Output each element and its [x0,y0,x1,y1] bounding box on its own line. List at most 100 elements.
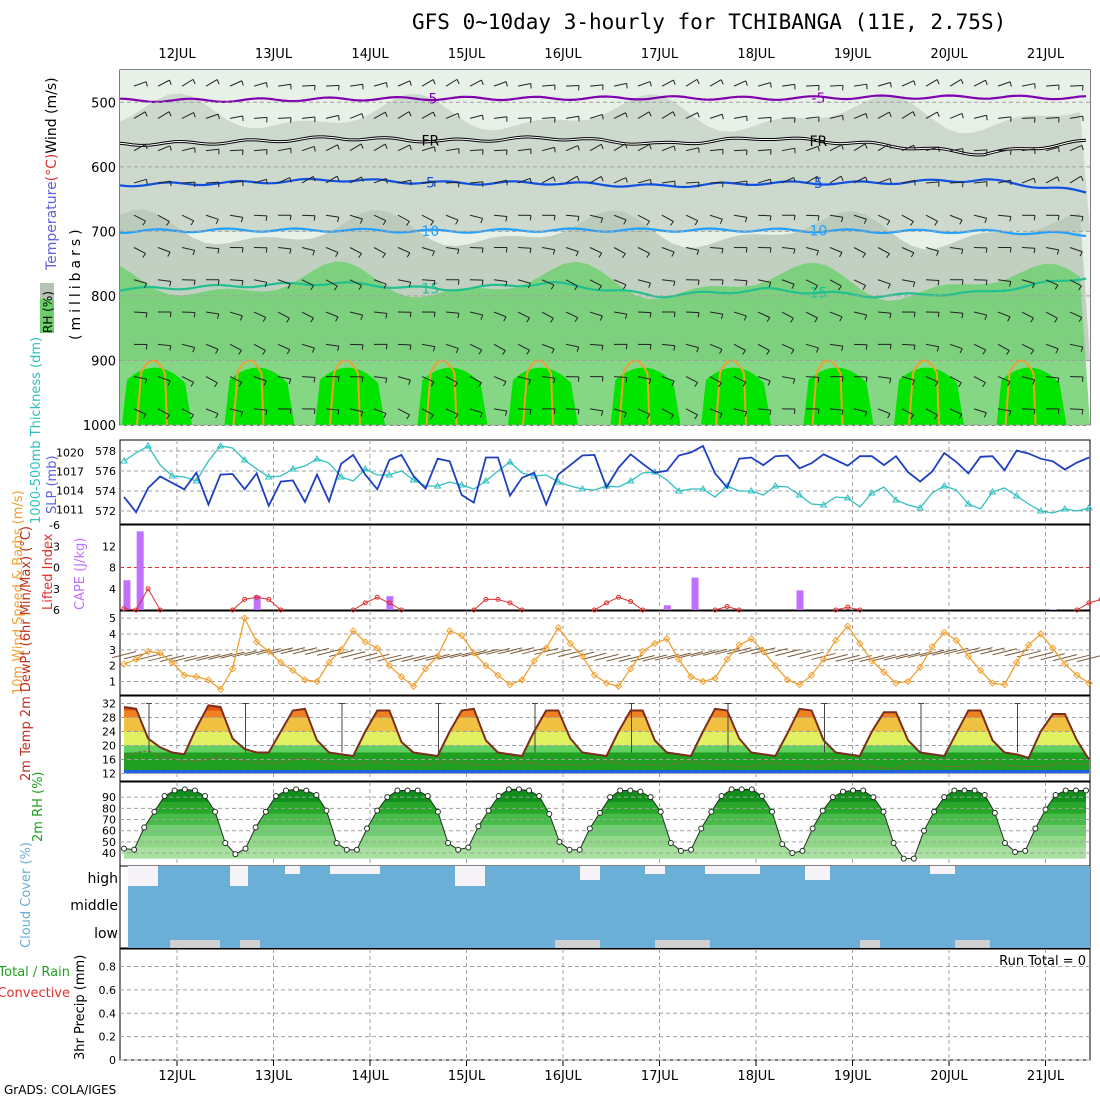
wind-barb [685,78,698,87]
li-tick: 0 [53,562,60,575]
wind-barb-flag [432,346,436,352]
wind-barb [685,311,700,314]
wind-barb [997,343,1010,351]
wind-barb [1021,311,1034,319]
wind-barb-flag [886,253,890,259]
wind-barb [325,311,339,318]
wind-barb-flag [934,381,939,387]
wind-barb-flag [839,316,843,322]
wind-barb [733,149,748,152]
wind-barb [613,214,627,221]
wind-barb-flag [598,285,602,291]
wind-barb [853,247,866,254]
wind-barb-flag [215,413,219,419]
wind-barb-flag [505,281,508,287]
wind-barb [133,81,147,87]
wind-barb-flag [793,248,796,254]
cloud-gap-high [330,866,380,874]
rh-marker [1072,787,1079,794]
wind-barb [661,180,675,184]
wind-barb-flag [526,349,531,355]
surface-wind-barb [1076,655,1100,663]
wind-barb-flag [432,111,436,117]
rh-marker [303,787,310,794]
wind-barb [541,343,555,350]
wind-barb [997,149,1012,152]
wind-barb-flag [431,251,435,256]
wind-barb-flag [240,411,244,417]
precip-tick: 0 [109,1054,116,1067]
wind-barb-flag [217,313,220,319]
wind-barb [1069,343,1083,348]
rh-marker [495,793,502,800]
cloud-gap-high [128,866,158,886]
contour-label: -5 [423,91,437,107]
wind-barb [997,116,1011,119]
wind-barb-flag [526,317,530,323]
wind-barb [277,311,290,319]
wind-barb [949,112,963,119]
wind-barb-flag [936,250,939,256]
wind-barb [205,214,219,220]
wind-marker [1037,630,1045,638]
thickness-tick: 572 [95,505,116,518]
rh-marker [212,808,219,815]
wind-barb [325,175,338,184]
wind-barb [301,84,316,87]
wind-barb [949,247,963,250]
wind-barb [181,408,194,416]
wind-barb-flag [169,79,172,85]
li-line [352,596,402,611]
wind-barb-flag [1055,348,1059,354]
wind-barb [1069,311,1083,318]
surface-wind-barb [1064,654,1090,662]
wind-barb-flag [1080,346,1084,352]
wind-barb [781,343,795,351]
li-marker [242,596,248,602]
wind-barb [133,247,146,254]
wind-barb [829,114,843,119]
wind-marker [1085,679,1093,687]
surface-wind-barb [232,650,257,658]
wind-barb [229,343,242,351]
wind-barb [877,111,890,119]
wind-barb [445,181,460,184]
rh-marker [323,807,330,814]
wind-barb [613,408,627,414]
wind-marker [409,682,418,690]
wind-barb [541,311,554,319]
wind-barb [517,177,531,184]
surface-wind-barb [678,651,704,659]
wind-barb [973,343,986,351]
wind-barb [157,247,171,253]
wind-barb-flag [408,282,412,288]
wind-barb-flag [769,215,772,221]
rh-marker [1022,847,1029,854]
wind-barb-flag [286,349,291,355]
wind-barb-flag [937,280,940,286]
chart-title: GFS 0~10day 3-hourly for TCHIBANGA (11E,… [412,10,1007,34]
wind-barb-flag [959,219,963,225]
wind-barb-flag [553,377,556,384]
wind-barb-flag [646,220,650,226]
wind-barb-flag [1009,216,1012,222]
wind-barb [805,116,819,119]
cloud-level-label: low [94,926,118,942]
wind-barb-flag [337,217,340,223]
wind-barb [1021,247,1036,249]
wind-barb-flag [553,176,556,182]
thickness-marker [988,488,997,495]
wind-barb-flag [1009,81,1012,87]
wind-barb-flag [792,378,796,384]
rh-marker [131,846,138,853]
wind-barb [997,311,1011,318]
wind-barb-flag [599,315,603,321]
surface-wind-barb [160,654,185,662]
wind-barb-flag [553,408,556,414]
wind-marker [542,644,550,652]
wind-barb [397,408,410,416]
wind-barb-flag [742,381,747,387]
upper-air-panel: -5 -5 FR FR 5 5 10 10 15 15 [119,70,1090,426]
wind-barb-flag [648,282,652,288]
wind-barb [133,279,147,284]
